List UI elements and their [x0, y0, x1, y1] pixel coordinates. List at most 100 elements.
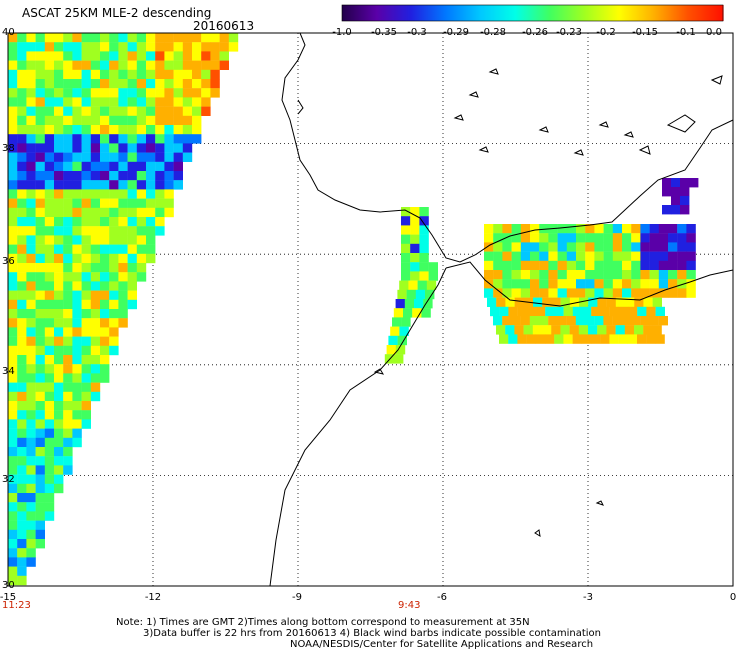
wind-cell	[81, 207, 91, 218]
wind-cell	[517, 306, 527, 317]
wind-cell	[393, 308, 404, 318]
wind-cell	[100, 272, 110, 282]
colorbar-tick-label: -0.15	[632, 27, 658, 38]
wind-cell	[44, 382, 55, 392]
wind-cell	[594, 251, 604, 261]
wind-cell	[81, 309, 91, 319]
wind-cell	[72, 263, 82, 273]
wind-cell	[81, 327, 91, 337]
wind-cell	[26, 520, 36, 530]
wind-cell	[44, 88, 55, 98]
wind-cell	[72, 189, 82, 199]
wind-cell	[8, 566, 18, 576]
wind-cell	[686, 270, 696, 280]
wind-cell	[502, 270, 512, 280]
wind-cell	[155, 143, 165, 153]
wind-cell	[8, 97, 18, 107]
wind-cell	[493, 224, 503, 234]
wind-cell	[17, 79, 27, 89]
wind-cell	[54, 483, 64, 494]
wind-cell	[228, 42, 239, 52]
wind-cell	[35, 171, 45, 181]
wind-cell	[44, 143, 55, 153]
wind-cell	[109, 161, 119, 172]
wind-cell	[35, 235, 45, 245]
wind-cell	[173, 51, 183, 61]
wind-cell	[81, 391, 91, 402]
wind-cell	[668, 270, 678, 280]
wind-cell	[545, 306, 555, 317]
wind-cell	[72, 152, 82, 162]
wind-cell	[63, 327, 73, 337]
wind-cell	[63, 263, 73, 273]
wind-cell	[511, 270, 521, 280]
wind-cell	[54, 474, 64, 484]
wind-cell	[90, 281, 101, 291]
wind-cell	[127, 226, 137, 236]
wind-cell	[17, 437, 27, 448]
wind-cell	[109, 33, 119, 43]
wind-cell	[26, 51, 36, 61]
wind-cell	[671, 178, 681, 188]
wind-cell	[8, 364, 18, 374]
wind-cell	[54, 60, 64, 70]
iberia-coastline	[281, 32, 734, 263]
wind-cell	[490, 306, 500, 317]
wind-cell	[26, 281, 36, 291]
wind-cell	[640, 242, 650, 252]
wind-cell	[505, 325, 515, 335]
wind-cell	[8, 207, 18, 218]
wind-cell	[109, 79, 119, 89]
wind-cell	[539, 270, 549, 280]
wind-cell	[8, 290, 18, 300]
wind-cell	[8, 309, 18, 319]
wind-cell	[72, 281, 82, 291]
wind-cell	[81, 290, 91, 300]
wind-cell	[26, 391, 36, 402]
wind-cell	[54, 299, 64, 310]
wind-cell	[612, 279, 623, 289]
wind-cell	[54, 253, 64, 264]
wind-cell	[219, 60, 229, 70]
wind-cell	[127, 281, 137, 291]
wind-cell	[118, 51, 128, 61]
wind-cell	[35, 373, 45, 383]
wind-cell	[155, 60, 165, 70]
wind-cell	[640, 288, 650, 298]
lon-label: -3	[583, 592, 593, 603]
wind-cell	[686, 260, 696, 271]
wind-cell	[118, 152, 128, 162]
wind-cell	[8, 272, 18, 282]
wind-cell	[118, 207, 128, 218]
wind-cell	[146, 180, 156, 190]
wind-cell	[17, 410, 27, 420]
wind-cell	[35, 456, 45, 466]
wind-cell	[118, 88, 128, 98]
wind-cell	[44, 235, 55, 245]
wind-cell	[155, 134, 165, 144]
wind-cell	[8, 143, 18, 153]
note-line-1: Note: 1) Times are GMT 2)Times along bot…	[116, 617, 530, 628]
wind-cell	[35, 106, 45, 116]
wind-cell	[44, 345, 55, 356]
island-detail	[534, 529, 541, 537]
wind-cell	[118, 125, 128, 135]
wind-cell	[17, 447, 27, 457]
wind-cell	[90, 134, 101, 144]
wind-cell	[127, 299, 137, 310]
lon-label: -15	[0, 592, 17, 603]
wind-cell	[26, 161, 36, 172]
wind-cell	[155, 97, 165, 107]
wind-cell	[591, 334, 601, 344]
wind-cell	[622, 233, 632, 243]
wind-cell	[511, 242, 521, 252]
wind-cell	[136, 272, 147, 282]
wind-cell	[426, 280, 437, 290]
wind-cell	[631, 288, 641, 298]
wind-cell	[26, 382, 36, 392]
wind-cell	[100, 33, 110, 43]
wind-cell	[127, 88, 137, 98]
wind-cell	[8, 106, 18, 116]
wind-cell	[35, 483, 45, 494]
wind-cell	[146, 189, 156, 199]
